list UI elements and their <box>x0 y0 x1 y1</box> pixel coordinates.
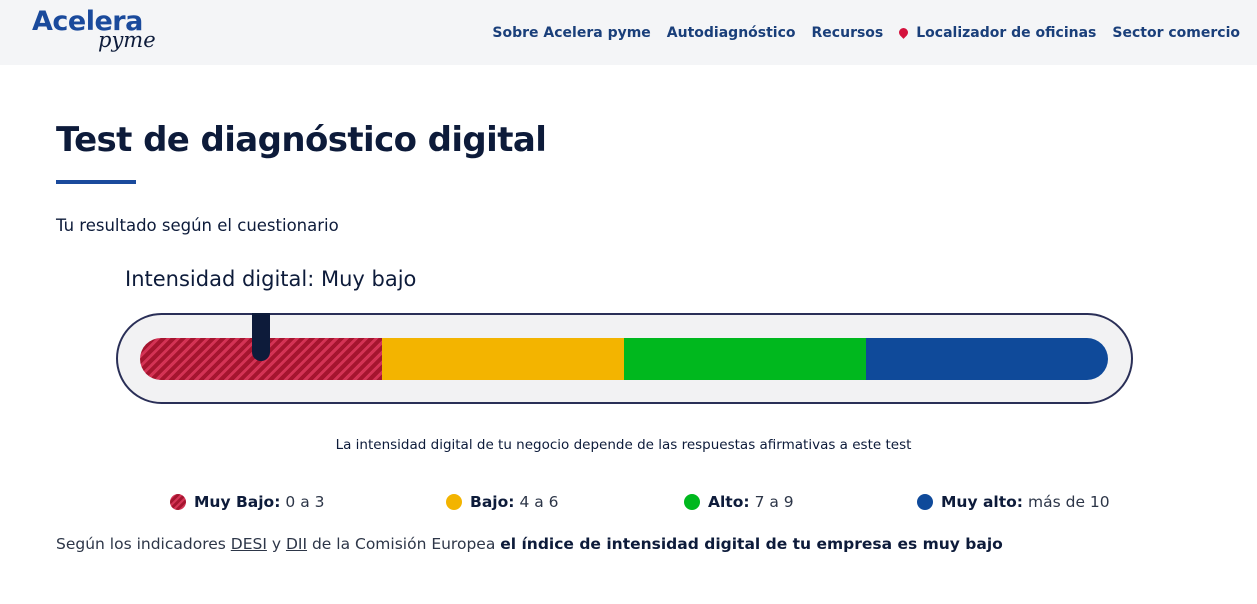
logo-main-text: Acelera <box>32 6 143 37</box>
gauge-segment-bajo <box>382 338 624 380</box>
gauge-segment-muy-alto <box>866 338 1108 380</box>
logo-sub-text: pyme <box>98 28 156 52</box>
dii-link[interactable]: DII <box>285 535 308 553</box>
legend-label: Muy alto: <box>941 493 1023 511</box>
summary-mid: de la Comisión Europea <box>307 535 501 553</box>
legend-item-bajo: Bajo: 4 a 6 <box>446 493 559 511</box>
desi-link[interactable]: DESI <box>230 535 267 553</box>
acelera-pyme-logo[interactable]: Acelera pyme <box>32 6 172 58</box>
legend-range: 0 a 3 <box>285 493 325 511</box>
nav-autodiagnostico[interactable]: Autodiagnóstico <box>667 25 796 41</box>
nav-label: Recursos <box>811 25 884 41</box>
summary-conclusion: el índice de intensidad digital de tu em… <box>500 535 1003 553</box>
legend-dot-red <box>170 494 186 510</box>
map-pin-icon <box>897 25 911 39</box>
legend-range: 4 a 6 <box>519 493 559 511</box>
legend-dot-green <box>684 494 700 510</box>
result-subtitle: Tu resultado según el cuestionario <box>56 216 339 235</box>
gauge-segment-alto <box>624 338 866 380</box>
title-underline <box>56 180 136 184</box>
intensity-result-label: Intensidad digital: Muy bajo <box>125 267 417 291</box>
nav-sobre-acelera-pyme[interactable]: Sobre Acelera pyme <box>492 25 650 41</box>
nav-recursos[interactable]: Recursos <box>812 25 884 41</box>
nav-label: Sector comercio <box>1112 25 1240 41</box>
legend-item-muy-bajo: Muy Bajo: 0 a 3 <box>170 493 324 511</box>
site-header: Acelera pyme Sobre Acelera pyme Autodiag… <box>0 0 1257 65</box>
result-summary: Según los indicadores DESI y DII de la C… <box>56 535 1003 553</box>
gauge-bar <box>140 338 1108 380</box>
nav-sector-comercio[interactable]: Sector comercio <box>1112 25 1240 41</box>
nav-localizador-oficinas[interactable]: Localizador de oficinas <box>897 25 1097 41</box>
intensity-gauge <box>116 313 1133 404</box>
legend-item-alto: Alto: 7 a 9 <box>684 493 794 511</box>
legend-dot-blue <box>917 494 933 510</box>
main-nav: Sobre Acelera pyme Autodiagnóstico Recur… <box>476 22 1240 44</box>
summary-mid: y <box>266 535 286 553</box>
gauge-indicator <box>252 313 270 361</box>
legend-range: más de 10 <box>1028 493 1110 511</box>
legend-dot-yellow <box>446 494 462 510</box>
summary-prefix: Según los indicadores <box>56 535 231 553</box>
legend-label: Muy Bajo: <box>194 493 281 511</box>
nav-label: Sobre Acelera pyme <box>492 25 651 41</box>
nav-label: Localizador de oficinas <box>916 25 1097 41</box>
page-title: Test de diagnóstico digital <box>56 120 547 160</box>
nav-label: Autodiagnóstico <box>666 25 796 41</box>
legend-label: Bajo: <box>470 493 515 511</box>
legend-item-muy-alto: Muy alto: más de 10 <box>917 493 1110 511</box>
legend-range: 7 a 9 <box>754 493 794 511</box>
legend-label: Alto: <box>708 493 750 511</box>
explanation-text: La intensidad digital de tu negocio depe… <box>335 437 912 453</box>
